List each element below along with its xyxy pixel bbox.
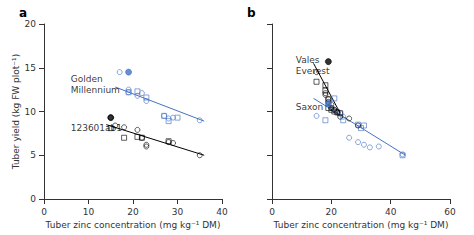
svg-text:Tuber zinc concentration (mg k: Tuber zinc concentration (mg kg⁻¹ DM) <box>45 220 221 230</box>
svg-text:15: 15 <box>25 63 36 73</box>
svg-text:Saxon: Saxon <box>296 102 324 112</box>
svg-text:20: 20 <box>127 207 139 217</box>
svg-text:0: 0 <box>269 207 275 217</box>
svg-text:Tuber yield (kg FW plot⁻¹): Tuber yield (kg FW plot⁻¹) <box>11 54 21 170</box>
svg-text:123601ab1: 123601ab1 <box>71 123 122 133</box>
svg-text:Golden: Golden <box>71 74 103 84</box>
svg-text:20: 20 <box>25 19 37 29</box>
svg-text:Vales: Vales <box>296 55 320 65</box>
svg-text:30: 30 <box>172 207 184 217</box>
svg-text:Millennium: Millennium <box>71 85 120 95</box>
svg-text:Everest: Everest <box>296 66 330 76</box>
svg-text:Tuber zinc concentration (mg k: Tuber zinc concentration (mg kg⁻¹ DM) <box>273 220 449 230</box>
svg-text:10: 10 <box>83 207 95 217</box>
svg-text:a: a <box>19 6 27 20</box>
svg-text:10: 10 <box>25 107 37 117</box>
svg-text:20: 20 <box>326 207 338 217</box>
svg-text:40: 40 <box>385 207 397 217</box>
svg-text:b: b <box>247 6 256 20</box>
svg-text:0: 0 <box>41 207 47 217</box>
svg-text:0: 0 <box>30 194 36 204</box>
svg-text:60: 60 <box>444 207 456 217</box>
svg-text:40: 40 <box>216 207 228 217</box>
svg-text:5: 5 <box>30 150 36 160</box>
